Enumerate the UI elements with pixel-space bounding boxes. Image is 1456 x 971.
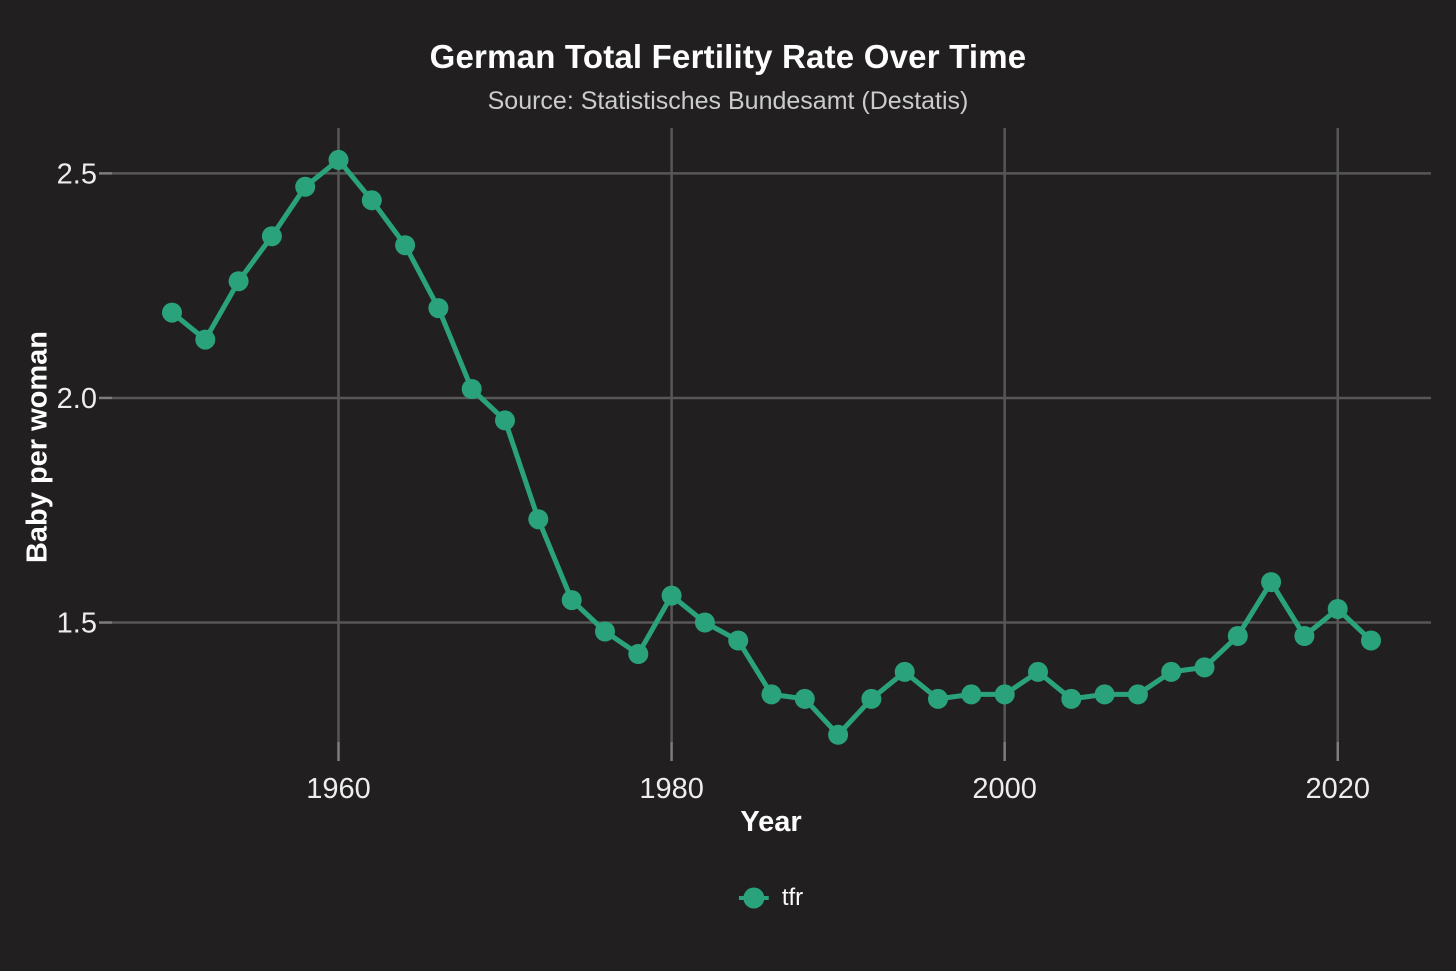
data-point-tfr-1972	[528, 509, 549, 530]
data-point-tfr-2022	[1361, 630, 1381, 651]
data-point-tfr-2002	[1028, 661, 1048, 682]
x-tick-label-1960: 1960	[306, 773, 371, 805]
chart-subtitle: Source: Statistisches Bundesamt (Destati…	[487, 87, 969, 115]
data-point-tfr-2008	[1127, 684, 1148, 705]
data-point-tfr-2020	[1327, 599, 1348, 619]
x-axis-title: Year	[740, 806, 802, 838]
data-point-tfr-1970	[495, 410, 515, 431]
data-point-tfr-1978	[628, 644, 649, 664]
data-point-tfr-1960	[328, 149, 349, 170]
series-line-tfr	[169, 157, 1374, 738]
data-point-tfr-1954	[228, 271, 249, 292]
legend-key-tfr-icon	[738, 887, 769, 909]
data-point-tfr-1966	[428, 298, 449, 319]
data-point-tfr-1976	[595, 621, 615, 642]
data-point-tfr-1994	[894, 661, 915, 682]
data-point-tfr-2000	[994, 684, 1015, 705]
data-point-tfr-1998	[961, 684, 982, 705]
y-tick-label-2.5: 2.5	[57, 158, 97, 190]
legend: tfr	[738, 884, 804, 912]
data-point-tfr-1992	[861, 688, 882, 709]
data-point-tfr-1952	[195, 329, 216, 350]
chart-title: German Total Fertility Rate Over Time	[429, 38, 1027, 75]
data-point-tfr-1988	[794, 688, 815, 709]
data-point-tfr-2012	[1194, 657, 1215, 678]
legend-label-tfr: tfr	[781, 884, 804, 911]
data-point-tfr-2016	[1261, 572, 1282, 593]
data-point-tfr-1962	[361, 190, 382, 211]
data-point-tfr-1968	[461, 379, 482, 399]
data-point-tfr-1986	[761, 684, 782, 705]
data-point-tfr-1958	[295, 176, 316, 197]
data-point-tfr-2014	[1227, 626, 1248, 646]
data-point-tfr-2018	[1294, 626, 1315, 646]
data-point-tfr-2006	[1094, 684, 1115, 705]
data-point-tfr-1950	[162, 302, 182, 323]
data-point-tfr-2010	[1161, 661, 1182, 682]
data-point-tfr-1956	[261, 226, 282, 247]
x-tick-label-1980: 1980	[639, 773, 704, 805]
legend-point	[743, 887, 765, 909]
data-point-tfr-2004	[1061, 688, 1082, 709]
x-tick-label-2020: 2020	[1305, 773, 1370, 805]
data-point-tfr-1984	[728, 630, 749, 651]
x-tick-label-2000: 2000	[972, 773, 1037, 805]
y-axis-title: Baby per woman	[21, 330, 54, 564]
y-tick-label-2.0: 2.0	[57, 383, 97, 415]
data-point-tfr-1980	[661, 585, 682, 606]
data-point-tfr-1996	[928, 688, 948, 709]
data-point-tfr-1964	[395, 235, 416, 256]
data-point-tfr-1990	[828, 724, 849, 745]
data-point-tfr-1974	[561, 590, 582, 611]
y-tick-label-1.5: 1.5	[57, 608, 97, 640]
data-point-tfr-1982	[694, 612, 715, 633]
